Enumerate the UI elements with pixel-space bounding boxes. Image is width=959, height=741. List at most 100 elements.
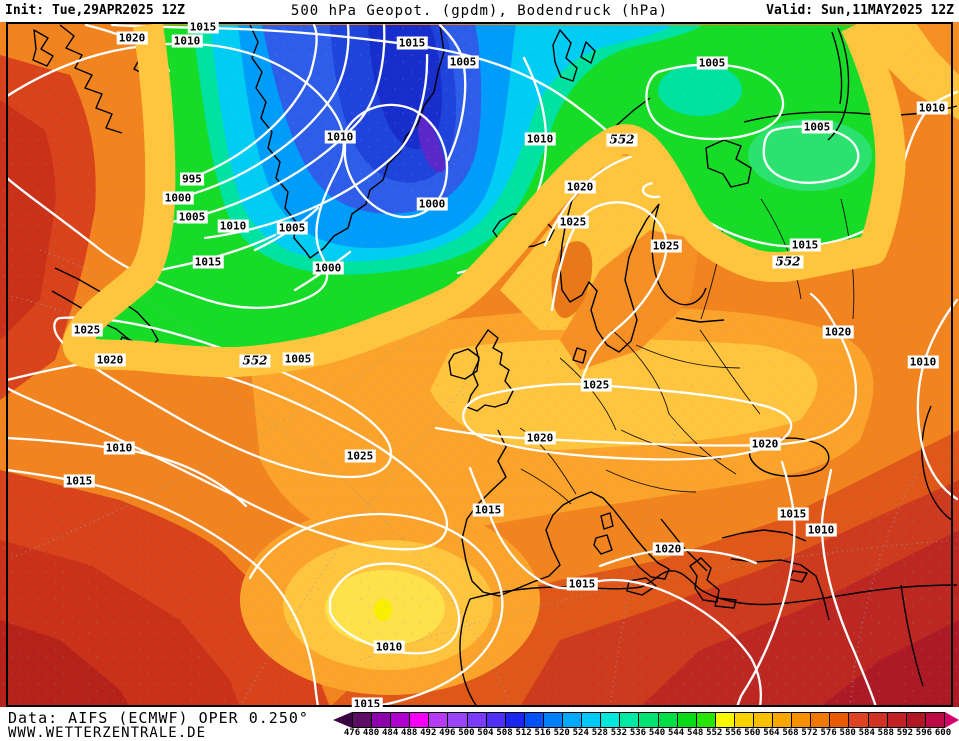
- colorbar-tick: 584: [858, 728, 875, 738]
- colorbar-segment: [752, 712, 773, 727]
- colorbar-segment: [695, 712, 715, 727]
- isobar-1010-w: [203, 53, 429, 240]
- colorbar-tick: 572: [801, 728, 818, 738]
- colorbar-tick: 588: [877, 728, 894, 738]
- coast-france-iberia: [461, 429, 614, 597]
- colorbar-tick: 540: [648, 728, 666, 738]
- isobar-1015-west: [5, 468, 320, 707]
- colorbar-segment: [600, 712, 620, 727]
- colorbar-segment: [581, 712, 601, 727]
- colorbar-segment: [619, 712, 639, 727]
- colorbar-segment: [447, 712, 467, 727]
- coast-egypt: [900, 584, 924, 687]
- coast-sicily: [626, 577, 657, 596]
- colorbar-tick: 536: [629, 728, 647, 738]
- colorbar-segment: [714, 712, 734, 727]
- isobar-1000-w: [168, 23, 350, 202]
- colorbar-tick: 520: [553, 728, 570, 738]
- colorbar-tick: 532: [610, 728, 628, 738]
- valid-time-label: Valid: Sun,11MAY2025 12Z: [766, 3, 954, 18]
- colorbar-tick: 480: [362, 728, 380, 738]
- colorbar-segment: [924, 712, 944, 727]
- colorbar-segment: [886, 712, 906, 727]
- colorbar-tick: 548: [687, 728, 704, 738]
- colorbar-left-arrow-icon: [333, 711, 352, 728]
- colorbar-tick: 524: [572, 728, 589, 738]
- colorbar-segment: [676, 712, 696, 727]
- coast-sardinia: [593, 534, 613, 555]
- colorbar-segment: [504, 712, 524, 727]
- isobar-1005-russia: [762, 125, 860, 184]
- isobar-1025-norway: [550, 201, 668, 382]
- colorbar-tick: 488: [401, 728, 418, 738]
- colorbar-segment: [867, 712, 887, 727]
- isobar-1010-swlow: [328, 562, 461, 655]
- coast-novaya-zemlya2: [831, 31, 843, 105]
- colorbar-segment: [848, 712, 868, 727]
- init-time-label: Init: Tue,29APR2025 12Z: [5, 3, 186, 18]
- colorbar-segment: [772, 712, 792, 727]
- colorbar-segment: [353, 712, 372, 727]
- map-frame: [6, 22, 953, 707]
- colorbar-segment: [428, 712, 448, 727]
- map-title: 500 hPa Geopot. (gpdm), Bodendruck (hPa): [290, 3, 669, 19]
- colorbar-tick: 600: [934, 728, 952, 738]
- colorbar-segment: [810, 712, 830, 727]
- colorbar-tick: 544: [667, 728, 685, 738]
- colorbar-segment: [371, 712, 391, 727]
- colorbar-tick: 556: [725, 728, 742, 738]
- colorbar-tick: 516: [534, 728, 551, 738]
- colorbar-tick: 552: [706, 728, 723, 738]
- colorbar-legend: 476 480 484 488 492 496 500 504 508 512 516 520 524 5…: [333, 711, 959, 739]
- coast-svalbard: [552, 29, 578, 82]
- colorbar-segment: [657, 712, 677, 727]
- coast-arctic-island: [32, 29, 54, 67]
- isobar-1010-east: [916, 298, 959, 501]
- isobar-1015-balkans: [735, 460, 796, 707]
- colorbar-segment: [523, 712, 543, 727]
- isobar-1000-e: [343, 103, 449, 219]
- colorbar-right-arrow-icon: [945, 711, 959, 728]
- coast-crete: [714, 597, 737, 609]
- coast-canada: [59, 24, 123, 134]
- colorbar-tick: 500: [458, 728, 475, 738]
- isobar-1015-swlow: [248, 512, 504, 707]
- colorbar-row: [333, 711, 959, 728]
- colorbar-tick: 568: [782, 728, 799, 738]
- map-canvas: [0, 22, 959, 707]
- isobar-1005-w: [170, 23, 386, 224]
- coast-denmark: [572, 347, 587, 364]
- coast-black-sea: [748, 437, 830, 477]
- colorbar-tick: 492: [420, 728, 437, 738]
- colorbar-tick: 476: [343, 728, 361, 738]
- colorbar-tick: 512: [515, 728, 532, 738]
- colorbar-tick: 580: [839, 728, 856, 738]
- header-bar: Init: Tue,29APR2025 12Z 500 hPa Geopot. …: [0, 0, 959, 22]
- colorbar-segments: [352, 711, 945, 728]
- colorbar-tick: 596: [915, 728, 933, 738]
- coast-morocco: [459, 598, 478, 707]
- coast-italy: [612, 508, 670, 580]
- colorbar-tick: 484: [381, 728, 399, 738]
- coast-svalbard2: [580, 41, 596, 64]
- colorbar-segment: [466, 712, 486, 727]
- colorbar-segment: [791, 712, 811, 727]
- colorbar-segment: [829, 712, 849, 727]
- isobar-995: [183, 23, 318, 182]
- colorbar-tick: 564: [763, 728, 780, 738]
- colorbar-tick: 592: [896, 728, 913, 738]
- coast-gulf-finland: [675, 317, 725, 323]
- colorbar-tick: 504: [477, 728, 494, 738]
- colorbar-segment: [905, 712, 925, 727]
- website-label: WWW.WETTERZENTRALE.DE: [8, 725, 207, 741]
- colorbar-ticks: 476 480 484 488 492 496 500 504 508 512 516 520 524 5…: [344, 728, 951, 739]
- colorbar-segment: [733, 712, 753, 727]
- isobar-1005-ne: [645, 63, 785, 141]
- data-source-label: Data: AIFS (ECMWF) OPER 0.250°: [8, 709, 309, 727]
- isobar-1010-africa: [820, 468, 878, 707]
- coast-ireland: [448, 348, 480, 380]
- colorbar-tick: 528: [591, 728, 608, 738]
- coast-caspian: [921, 405, 954, 522]
- colorbar-segment: [638, 712, 658, 727]
